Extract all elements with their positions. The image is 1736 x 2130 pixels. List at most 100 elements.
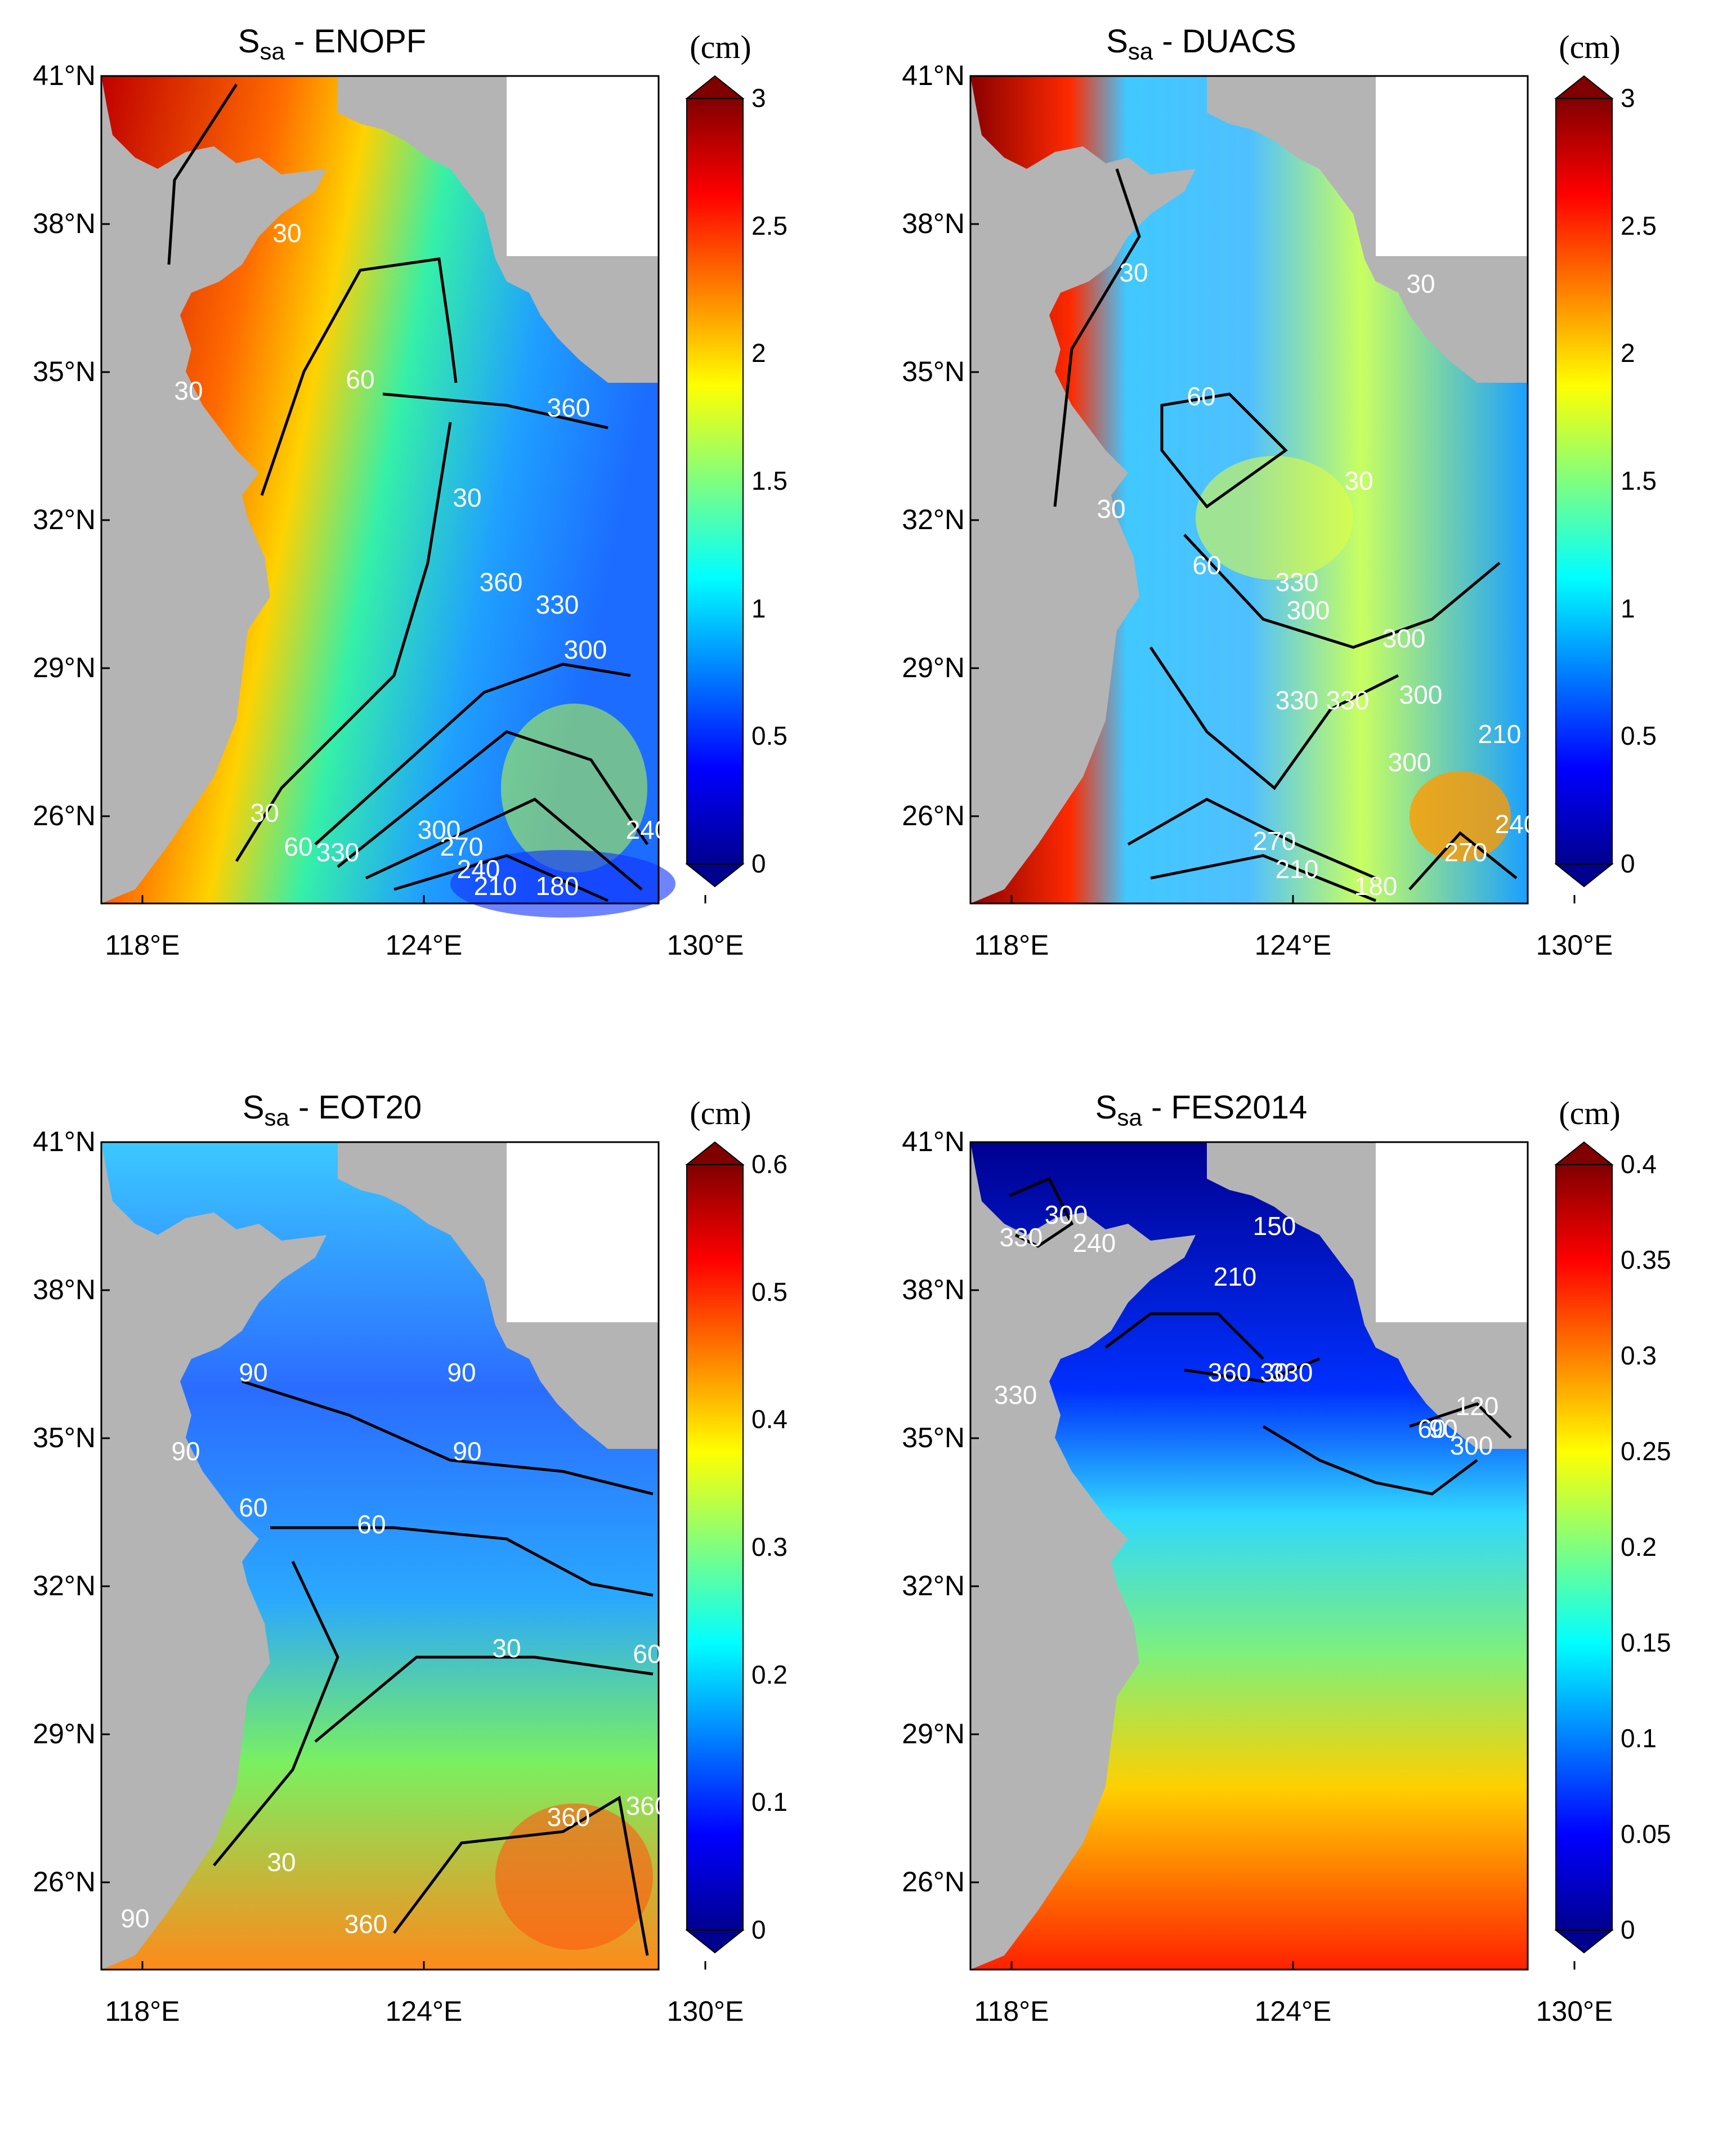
contour-label: 270 [1253, 826, 1296, 856]
x-tick-label: 124°E [385, 929, 463, 961]
panel-title: Ssa - EOT20 [242, 1089, 422, 1131]
contours-eot20 [213, 1380, 654, 1956]
y-tick-label: 29°N [33, 1718, 96, 1749]
contours-fes2014 [1009, 1176, 1512, 1496]
colorbar-tick-label: 0 [1621, 1915, 1635, 1944]
colorbar-tick-label: 0.3 [1621, 1341, 1657, 1370]
colorbar-tick-label: 0.2 [1621, 1532, 1657, 1561]
x-tick-label: 130°E [1536, 929, 1613, 961]
contour-label: 150 [1253, 1211, 1296, 1241]
contour-label: 360 [344, 1909, 388, 1939]
contour-label: 300 [418, 815, 461, 844]
land-china [970, 76, 1196, 903]
colorbar-tick-label: 2 [1621, 338, 1635, 368]
y-tick-label: 35°N [902, 1422, 965, 1453]
y-tick-label: 26°N [33, 1866, 96, 1898]
contour-label: 360 [1208, 1358, 1251, 1387]
panel-title: Ssa - FES2014 [1095, 1089, 1308, 1131]
y-tick-label: 35°N [902, 356, 965, 387]
contour-label: 60 [1417, 1414, 1446, 1443]
colorbar-min-arrow [1554, 1930, 1614, 1954]
contour-label: 30 [1406, 269, 1435, 298]
contour-label: 360 [626, 1791, 669, 1820]
x-tick-label: 130°E [666, 1995, 744, 2027]
contour-label: 330 [1270, 1358, 1313, 1387]
contour-label: 30 [1344, 466, 1373, 495]
contours-duacs [1053, 168, 1518, 902]
colorbar-tick-label: 2 [751, 338, 766, 368]
contour-label: 210 [1276, 854, 1319, 884]
colorbar-tick-label: 1 [751, 593, 766, 623]
colorbar-tick-label: 0.35 [1621, 1245, 1671, 1274]
contour-label: 60 [633, 1639, 661, 1668]
panel-enopf: 30 30 60 30 360 330 300 30 60 330 300 270 240 210 180 2… [0, 0, 867, 1047]
contour-label: 240 [1495, 809, 1538, 839]
colorbar-tick-label: 3 [1621, 83, 1635, 113]
contour-label: 300 [1450, 1431, 1493, 1460]
colorbar-tick-label: 2.5 [1621, 211, 1657, 240]
contour-label: 240 [626, 815, 669, 844]
colorbar-tick-label: 0.4 [751, 1404, 788, 1434]
x-tick-label: 130°E [666, 929, 744, 961]
colorbar [1555, 98, 1613, 865]
x-tick-label: 124°E [1254, 1995, 1332, 2027]
contour-label: 180 [536, 871, 579, 901]
colorbar-tick-label: 2.5 [751, 211, 788, 240]
colorbar-max-arrow [685, 1141, 745, 1165]
colorbar-tick-label: 0.05 [1621, 1819, 1671, 1849]
colorbar [1555, 1164, 1613, 1931]
x-tick-label: 118°E [974, 929, 1049, 961]
colorbar-tick-label: 0.25 [1621, 1437, 1671, 1466]
contour-label: 300 [1287, 596, 1330, 625]
contour-label: 90 [171, 1437, 200, 1466]
colorbar-tick-label: 1.5 [1621, 466, 1657, 495]
contour-label: 30 [250, 798, 279, 827]
panel-title: Ssa - DUACS [1106, 23, 1296, 65]
colorbar-tick-label: 1.5 [751, 466, 788, 495]
contour-label: 300 [564, 635, 607, 664]
colorbar [686, 1164, 744, 1931]
y-tick-label: 38°N [902, 208, 965, 239]
colorbar-tick-label: 0.5 [751, 721, 788, 751]
land-china [101, 1142, 326, 1970]
x-tick-label: 130°E [1536, 1995, 1613, 2027]
colorbar-tick-label: 0 [1621, 849, 1635, 878]
contour-label: 300 [1399, 680, 1443, 709]
contour-label: 210 [1214, 1262, 1257, 1291]
y-tick-label: 29°N [902, 1718, 965, 1749]
colorbar-unit: (cm) [1559, 29, 1621, 65]
panel-duacs: 30 30 60 30 30 60 330 300 300 330 330 300 270 210 180 2… [869, 0, 1736, 1047]
contour-label: 360 [547, 1802, 590, 1832]
map-eot20: 90 90 90 60 90 60 30 30 360 360 360 60 90 [100, 1141, 745, 1971]
contour-label: 330 [1276, 686, 1319, 715]
map-frame [100, 1141, 660, 1971]
y-tick-label: 41°N [33, 1126, 96, 1157]
colorbar-tick-label: 0.15 [1621, 1628, 1671, 1657]
contour-label: 330 [994, 1380, 1037, 1409]
colorbar-tick-label: 0.1 [1621, 1724, 1657, 1753]
colorbar-tick-label: 1 [1621, 593, 1635, 623]
contour-label: 330 [316, 838, 360, 867]
contour-label: 30 [174, 376, 203, 405]
y-tick-label: 35°N [33, 1422, 96, 1453]
colorbar-min-arrow [1554, 863, 1614, 888]
contour-label: 30 [453, 483, 481, 512]
colorbar-unit: (cm) [690, 1095, 751, 1131]
contour-label: 270 [1444, 838, 1488, 867]
contour-label: 30 [1119, 258, 1148, 287]
panel-fes2014: 330 300 240 210 330 360 30 330 90 60 120 300 150 Ssa… [869, 1066, 1736, 2113]
contours-enopf [167, 83, 649, 902]
contour-label: 330 [1326, 686, 1370, 715]
contour-label: 330 [536, 590, 579, 619]
contour-label: 60 [1187, 382, 1215, 411]
contour-label: 90 [120, 1904, 149, 1933]
contour-label: 210 [1478, 719, 1522, 749]
x-tick-label: 124°E [1254, 929, 1332, 961]
contour-label: 90 [453, 1437, 481, 1466]
nodata-area [507, 1142, 659, 1322]
contour-label: 60 [357, 1510, 386, 1539]
y-tick-label: 32°N [33, 1570, 96, 1601]
y-tick-label: 29°N [902, 652, 965, 683]
